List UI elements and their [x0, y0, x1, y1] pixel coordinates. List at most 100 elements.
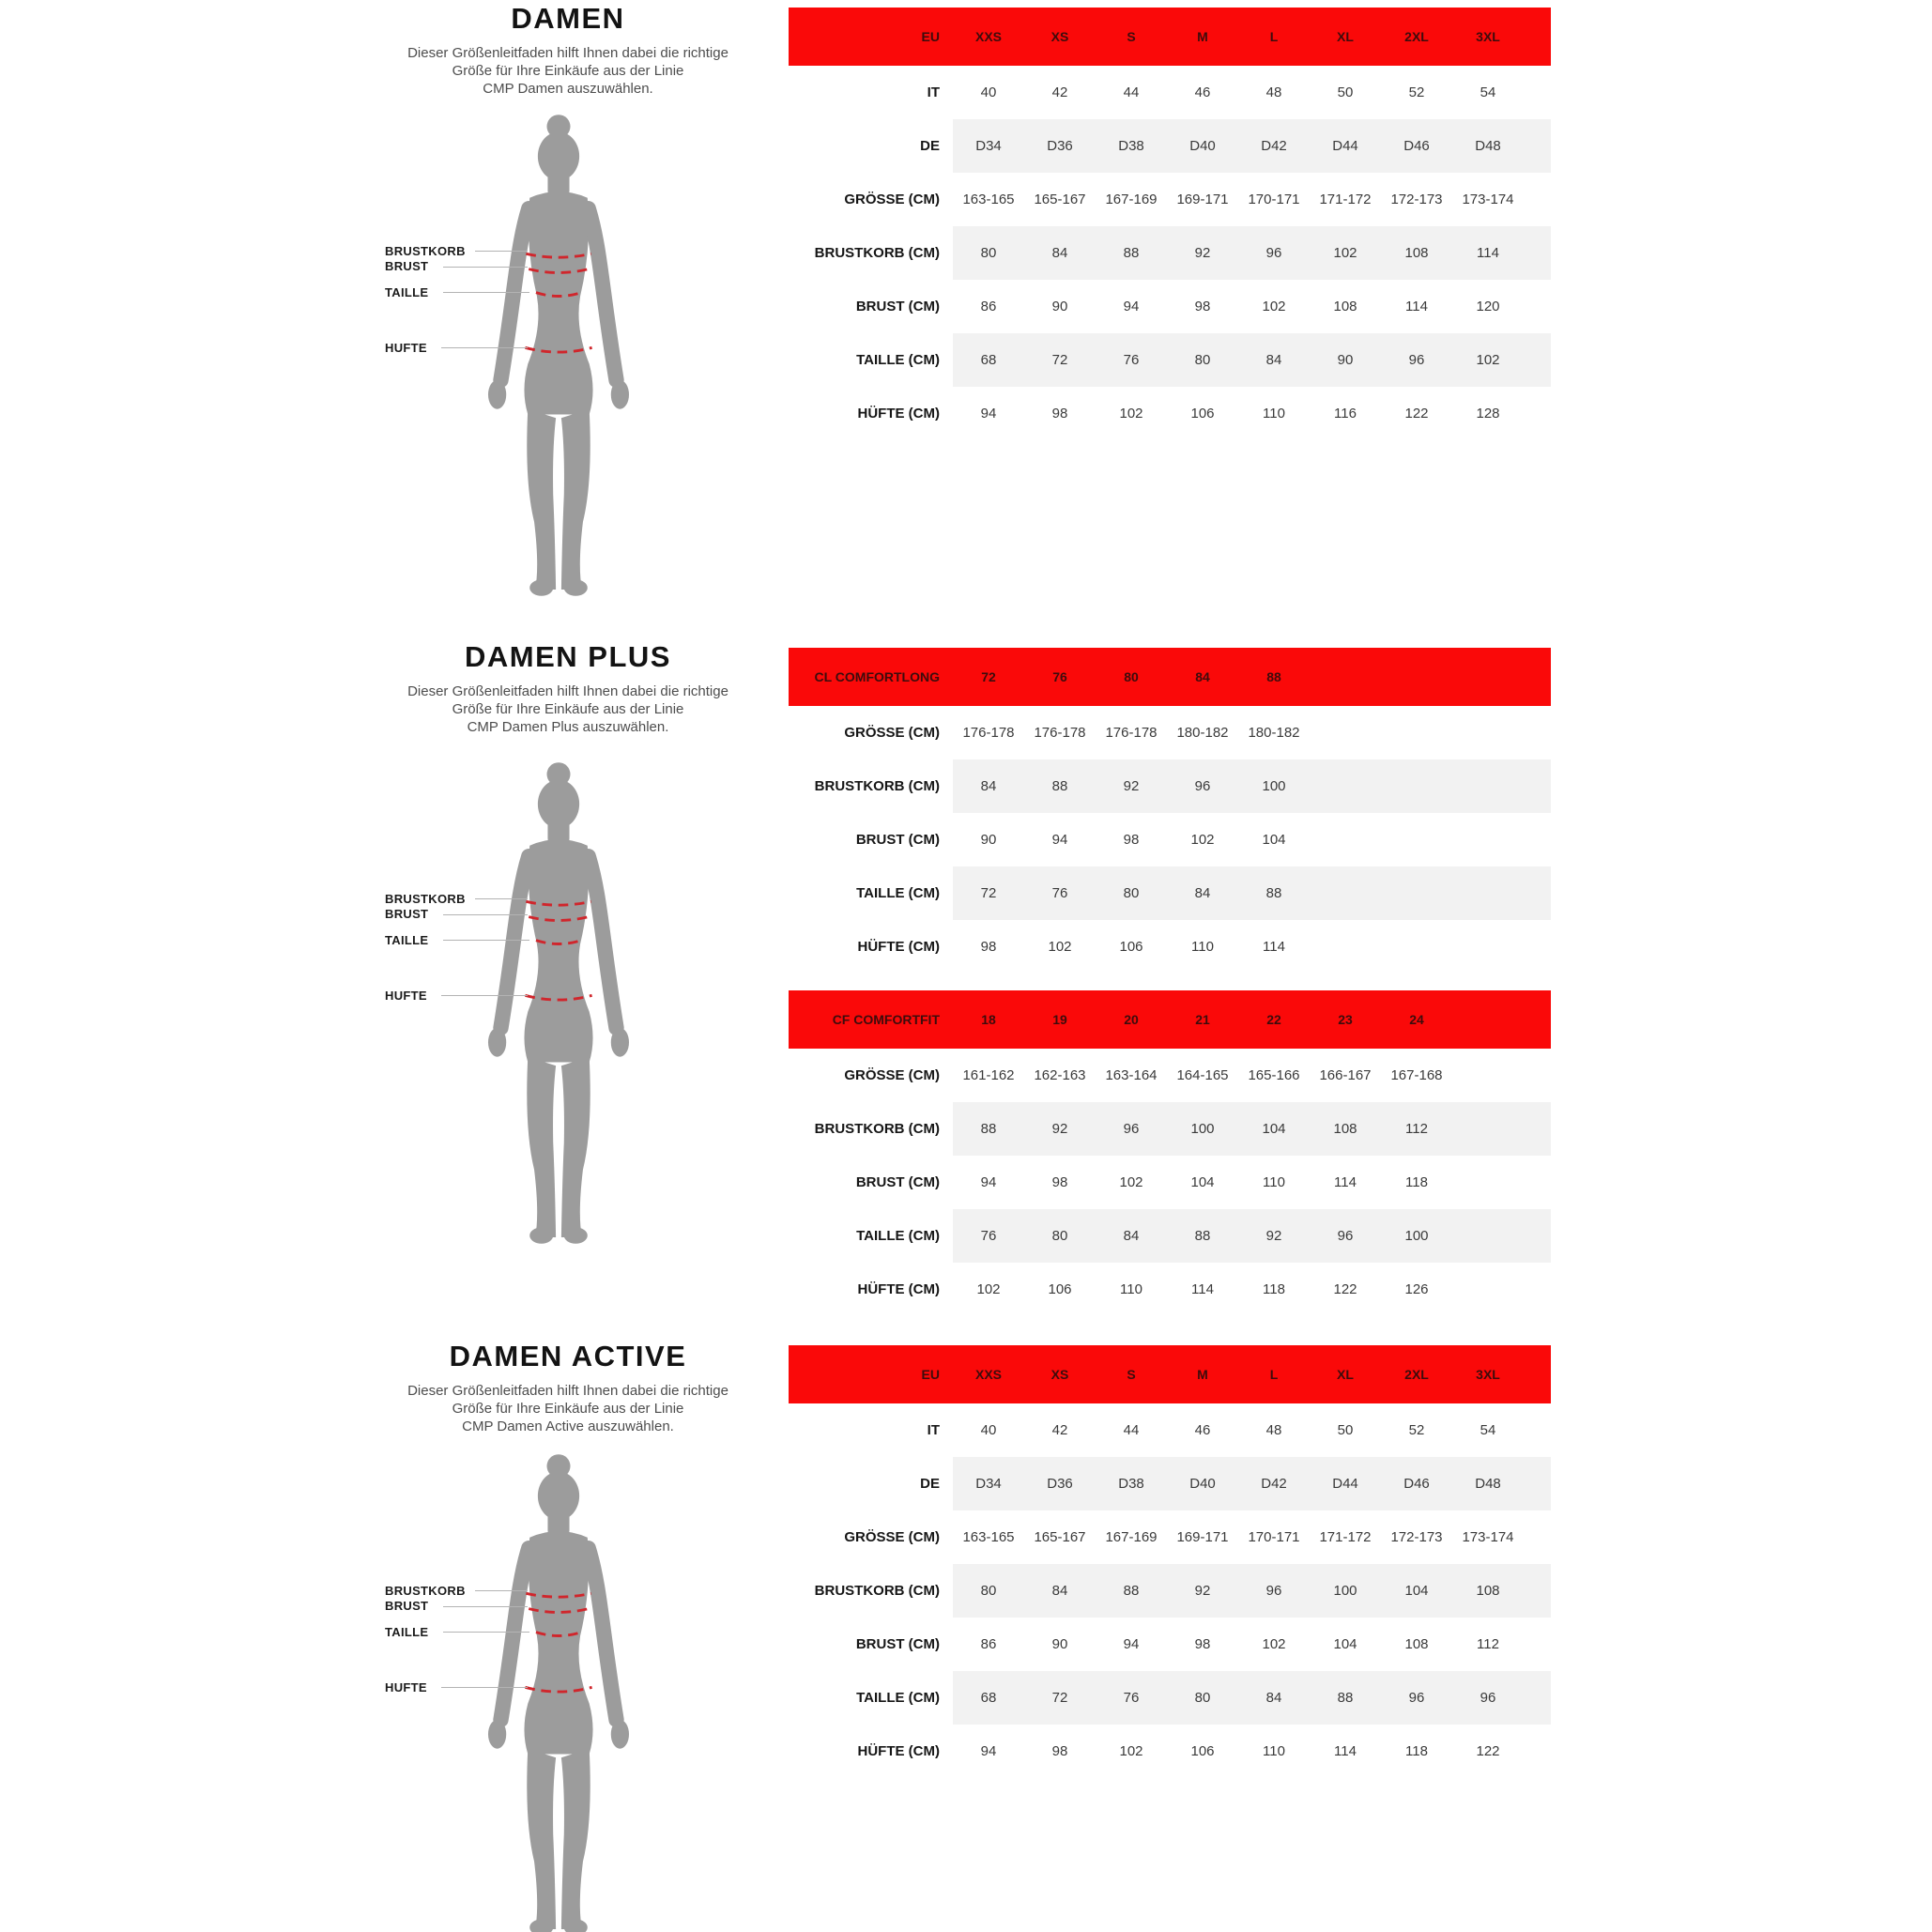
- size-value-cell: 167-169: [1105, 1529, 1158, 1545]
- description-line: CMP Damen auszuwählen.: [483, 81, 653, 97]
- row-label: TAILLE (CM): [856, 352, 940, 368]
- size-table: EU XXS XS S M L XL 2XL 3XL IT 40 42 44 46 48 50 52 54 DE D3…: [789, 1345, 1551, 1778]
- size-value-cell: 171-172: [1319, 192, 1372, 207]
- header-size-cell: 19: [1052, 1012, 1067, 1027]
- header-size-cell: XXS: [974, 1367, 1002, 1382]
- header-size-cell: S: [1127, 1367, 1136, 1382]
- size-value-cell: 84: [1265, 1690, 1282, 1706]
- figure-label-brust: BRUST: [385, 1599, 429, 1613]
- table-row: IT 40 42 44 46 48 50 52 54: [789, 1403, 1551, 1457]
- size-value-cell: 118: [1263, 1281, 1285, 1297]
- size-value-cell: 76: [1051, 885, 1068, 901]
- row-label: TAILLE (CM): [856, 1690, 940, 1706]
- size-value-cell: 84: [980, 778, 997, 794]
- table-header-row: CL COMFORTLONG 72 76 80 84 88: [789, 648, 1551, 706]
- section-title: DAMEN PLUS: [465, 640, 671, 673]
- row-cells: 163-165 165-167 167-169 169-171 170-171 171-1…: [953, 173, 1551, 226]
- row-label: IT: [927, 1422, 940, 1438]
- row-cells: 94 98 102 104 110 114 118: [953, 1156, 1551, 1209]
- table-row: IT 40 42 44 46 48 50 52 54: [789, 66, 1551, 119]
- size-value-cell: 165-167: [1034, 1529, 1086, 1545]
- row-label: GRÖSSE (CM): [844, 725, 940, 741]
- header-size-cell: 3XL: [1476, 29, 1500, 44]
- size-value-cell: D38: [1118, 138, 1144, 154]
- figure-label-brustkorb: BRUSTKORB: [385, 244, 466, 258]
- header-size-cell: XS: [1050, 1367, 1069, 1382]
- size-value-cell: D38: [1118, 1476, 1144, 1492]
- size-value-cell: 176-178: [962, 725, 1015, 741]
- size-value-cell: 90: [980, 832, 997, 848]
- size-value-cell: 167-168: [1390, 1067, 1443, 1083]
- table-row: BRUSTKORB (CM) 80 84 88 92 96 100 104 108: [789, 1564, 1551, 1618]
- measurement-pointer-line: [475, 1590, 528, 1591]
- size-value-cell: 176-178: [1105, 725, 1158, 741]
- section-intro: DAMEN PLUS Dieser Größenleitfaden hilft I…: [357, 638, 779, 1244]
- size-value-cell: 173-174: [1462, 192, 1514, 207]
- size-value-cell: D36: [1047, 138, 1073, 154]
- size-value-cell: 102: [1333, 245, 1357, 261]
- figure-label-brust: BRUST: [385, 259, 429, 273]
- size-value-cell: 90: [1051, 299, 1068, 314]
- table-row: TAILLE (CM) 72 76 80 84 88: [789, 866, 1551, 920]
- size-value-cell: 96: [1265, 1583, 1282, 1599]
- size-value-cell: 110: [1191, 939, 1214, 955]
- size-value-cell: 116: [1334, 406, 1357, 422]
- measurement-pointer-line: [441, 347, 528, 348]
- table-header-label: EU: [921, 1367, 940, 1382]
- size-value-cell: 169-171: [1176, 192, 1229, 207]
- measurement-dash-lines: [525, 252, 592, 354]
- size-value-cell: 72: [980, 885, 997, 901]
- size-value-cell: 88: [1194, 1228, 1211, 1244]
- size-value-cell: 98: [1051, 1743, 1068, 1759]
- size-value-cell: 98: [1194, 299, 1211, 314]
- table-row: HÜFTE (CM) 102 106 110 114 118 122 126: [789, 1263, 1551, 1316]
- row-label: BRUSTKORB (CM): [814, 245, 940, 261]
- size-value-cell: D40: [1189, 1476, 1216, 1492]
- table-row: BRUSTKORB (CM) 84 88 92 96 100: [789, 759, 1551, 813]
- row-cells: D34 D36 D38 D40 D42 D44 D46 D48: [953, 1457, 1551, 1510]
- size-value-cell: D36: [1047, 1476, 1073, 1492]
- size-value-cell: 170-171: [1248, 192, 1300, 207]
- size-value-cell: 98: [1051, 406, 1068, 422]
- header-size-cell: 23: [1338, 1012, 1353, 1027]
- table-row: GRÖSSE (CM) 176-178 176-178 176-178 180-182 1…: [789, 706, 1551, 759]
- header-size-cell: 80: [1124, 669, 1139, 684]
- size-value-cell: 40: [980, 1422, 997, 1438]
- section-title: DAMEN ACTIVE: [449, 1340, 687, 1372]
- size-value-cell: 112: [1405, 1121, 1428, 1137]
- row-label: HÜFTE (CM): [857, 1743, 940, 1759]
- table-row: BRUSTKORB (CM) 80 84 88 92 96 102 108 114: [789, 226, 1551, 280]
- size-value-cell: 96: [1408, 352, 1425, 368]
- table-row: BRUST (CM) 86 90 94 98 102 104 108 112: [789, 1618, 1551, 1671]
- header-size-cell: 20: [1124, 1012, 1139, 1027]
- row-cells: 40 42 44 46 48 50 52 54: [953, 66, 1551, 119]
- size-value-cell: 96: [1408, 1690, 1425, 1706]
- size-value-cell: 92: [1051, 1121, 1068, 1137]
- row-label: DE: [920, 1476, 940, 1492]
- section-description: Dieser Größenleitfaden hilft Ihnen dabei…: [357, 1382, 779, 1435]
- size-value-cell: 110: [1120, 1281, 1142, 1297]
- row-label: BRUSTKORB (CM): [814, 1583, 940, 1599]
- measurement-pointer-line: [441, 1687, 528, 1688]
- size-value-cell: 50: [1337, 84, 1354, 100]
- size-value-cell: 90: [1051, 1636, 1068, 1652]
- size-value-cell: 84: [1194, 885, 1211, 901]
- size-value-cell: 54: [1480, 1422, 1496, 1438]
- size-value-cell: 102: [1119, 1174, 1143, 1190]
- size-value-cell: 94: [1123, 299, 1140, 314]
- size-value-cell: 102: [1190, 832, 1215, 848]
- table-row: GRÖSSE (CM) 163-165 165-167 167-169 169-171 1…: [789, 1510, 1551, 1564]
- row-cells: 80 84 88 92 96 102 108 114: [953, 226, 1551, 280]
- row-label: BRUST (CM): [855, 1636, 940, 1652]
- size-value-cell: 88: [1123, 245, 1140, 261]
- woman-silhouette-graphic: [488, 762, 629, 1244]
- figure-label-brust: BRUST: [385, 907, 429, 921]
- size-value-cell: 114: [1263, 939, 1285, 955]
- row-cells: 98 102 106 110 114: [953, 920, 1551, 974]
- size-value-cell: 163-165: [962, 192, 1015, 207]
- row-cells: 76 80 84 88 92 96 100: [953, 1209, 1551, 1263]
- size-value-cell: 68: [980, 352, 997, 368]
- row-label: IT: [927, 84, 940, 100]
- size-value-cell: 42: [1051, 84, 1068, 100]
- size-value-cell: D46: [1403, 138, 1430, 154]
